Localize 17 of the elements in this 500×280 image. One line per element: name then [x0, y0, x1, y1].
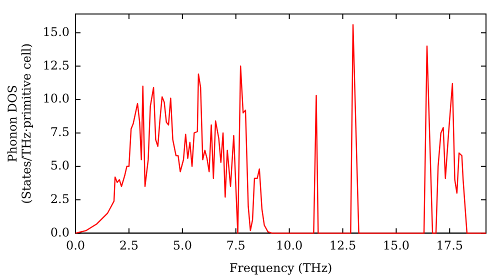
y-tick-label: 15.0	[42, 24, 70, 39]
x-axis-title: Frequency (THz)	[229, 260, 332, 275]
y-tick-label: 5.0	[50, 158, 70, 172]
x-tick-label: 0.0	[66, 238, 86, 253]
y-tick-label: 12.5	[42, 58, 70, 72]
x-tick-label: 15.0	[382, 238, 410, 253]
x-tick-label: 2.5	[119, 238, 139, 253]
x-tick-label: 17.5	[436, 238, 464, 253]
y-tick-label: 0.0	[50, 225, 70, 240]
y-tick-label: 7.5	[50, 125, 70, 140]
y-tick-label: 10.0	[42, 92, 70, 106]
y-axis-title: Phonon DOS (States/THz·primitive cell)	[5, 43, 34, 204]
y-tick-label: 2.5	[50, 192, 70, 206]
x-tick-label: 12.5	[329, 238, 356, 253]
x-tick-label: 5.0	[172, 238, 192, 253]
x-tick-label: 10.0	[276, 238, 303, 253]
x-tick-label: 7.5	[226, 238, 246, 253]
